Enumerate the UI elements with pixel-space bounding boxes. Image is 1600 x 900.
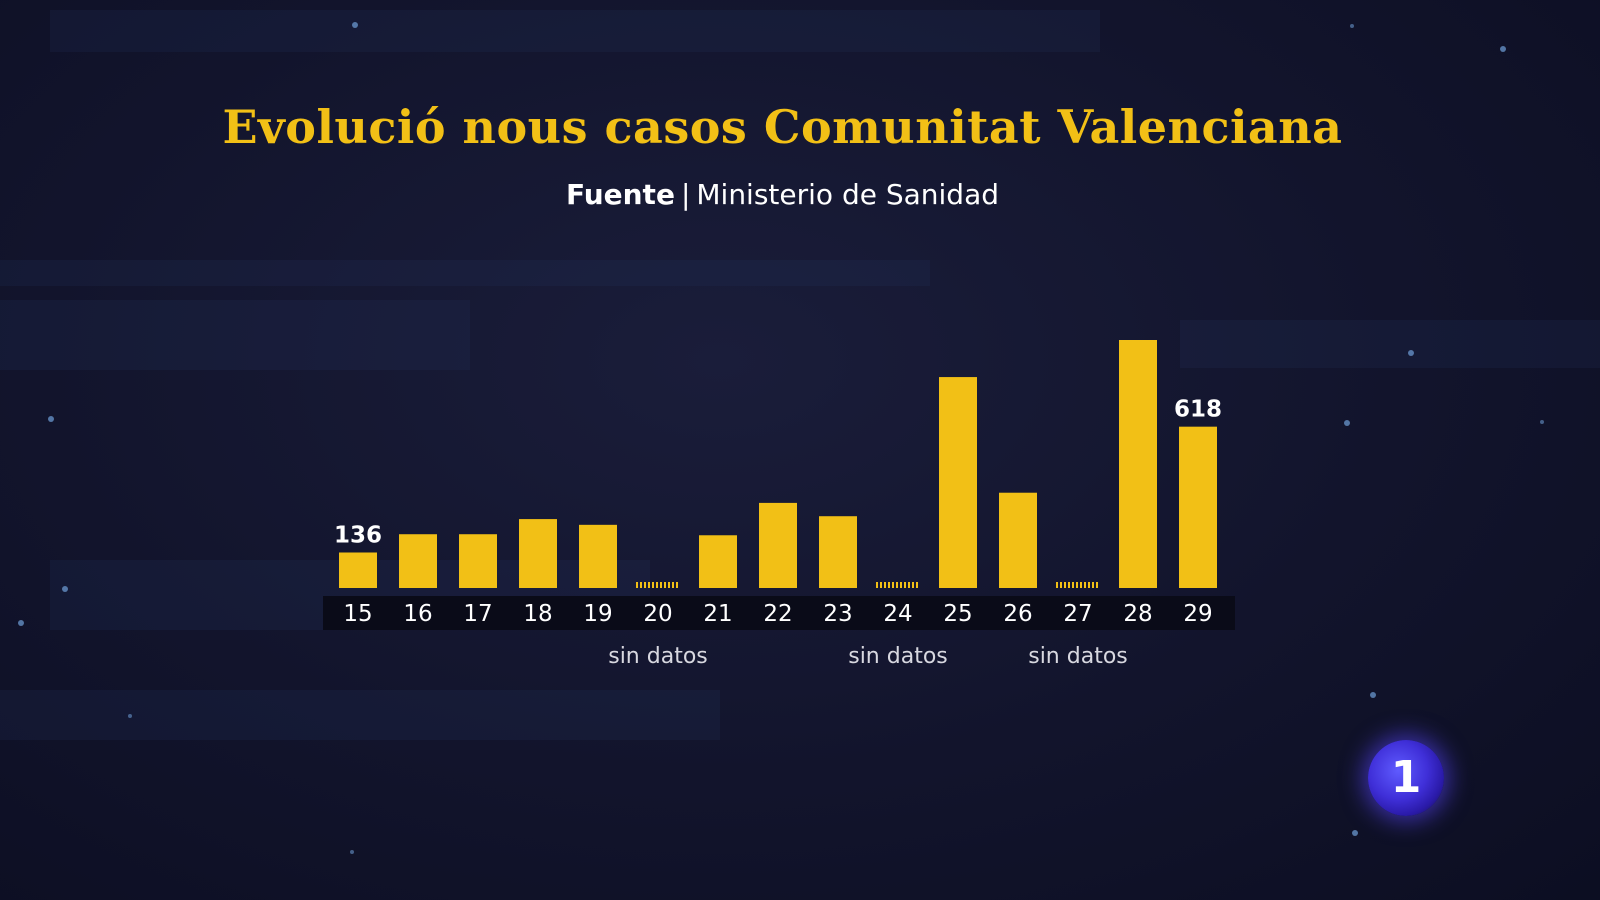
x-tick-label: 22 <box>763 601 792 627</box>
data-label-29: 618 <box>1174 397 1222 423</box>
source-label: Fuente <box>565 178 675 211</box>
x-axis-strip <box>323 596 1235 630</box>
bar-26 <box>999 492 1037 588</box>
x-tick-label: 20 <box>643 601 672 627</box>
background-star <box>350 850 354 854</box>
x-tick-label: 28 <box>1123 601 1152 627</box>
background-band <box>0 690 720 740</box>
x-tick-label: 23 <box>823 601 852 627</box>
x-tick-label: 16 <box>403 601 432 627</box>
background-band <box>1180 320 1600 368</box>
background-star <box>128 714 132 718</box>
bar-23 <box>819 516 857 588</box>
background-band <box>0 260 930 286</box>
background-star <box>62 586 68 592</box>
source-name: Ministerio de Sanidad <box>696 178 1000 211</box>
x-tick-label: 21 <box>703 601 732 627</box>
channel-logo: 1 <box>1368 740 1444 816</box>
bar-19 <box>579 524 617 588</box>
bar-16 <box>399 534 437 588</box>
background-star <box>1408 350 1414 356</box>
background-star <box>352 22 358 28</box>
chart-title: Evolució nous casos Comunitat Valenciana <box>222 100 1343 154</box>
bar-17 <box>459 534 497 588</box>
background-star <box>1344 420 1350 426</box>
bar-29 <box>1179 426 1217 588</box>
background-band <box>50 10 1100 52</box>
bar-21 <box>699 535 737 588</box>
background-star <box>48 416 54 422</box>
background-band <box>0 300 470 370</box>
bar-15 <box>339 552 377 588</box>
source-separator: | <box>680 178 691 211</box>
missing-data-label: sin datos <box>608 644 708 669</box>
missing-data-label: sin datos <box>1028 644 1128 669</box>
chart-source: Fuente | Ministerio de Sanidad <box>0 178 1565 211</box>
background-star <box>1352 830 1358 836</box>
missing-data-label: sin datos <box>848 644 948 669</box>
x-tick-label: 17 <box>463 601 492 627</box>
background-star <box>1540 420 1544 424</box>
x-tick-label: 25 <box>943 601 972 627</box>
channel-logo-number: 1 <box>1390 752 1422 803</box>
x-tick-label: 26 <box>1003 601 1032 627</box>
background-star <box>18 620 24 626</box>
x-tick-label: 29 <box>1183 601 1212 627</box>
background-star <box>1350 24 1354 28</box>
x-tick-label: 19 <box>583 601 612 627</box>
data-label-15: 136 <box>334 522 382 548</box>
x-tick-label: 18 <box>523 601 552 627</box>
bar-22 <box>759 502 797 588</box>
x-tick-label: 27 <box>1063 601 1092 627</box>
x-tick-label: 15 <box>343 601 372 627</box>
x-tick-label: 24 <box>883 601 912 627</box>
bar-28 <box>1119 340 1157 588</box>
bar-18 <box>519 519 557 588</box>
background-star <box>1370 692 1376 698</box>
bar-25 <box>939 377 977 588</box>
background-star <box>1500 46 1506 52</box>
